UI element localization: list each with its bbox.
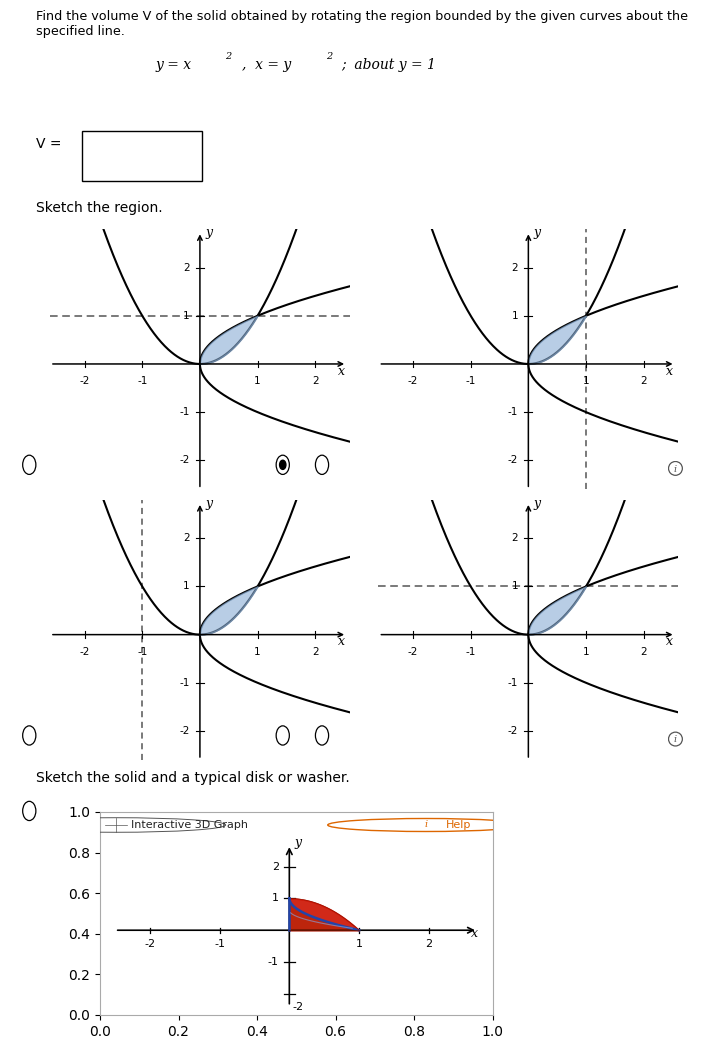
Text: 2: 2 [326, 52, 332, 60]
Text: Interactive 3D Graph: Interactive 3D Graph [131, 820, 248, 830]
Text: -1: -1 [466, 646, 476, 657]
Text: 2: 2 [640, 646, 647, 657]
Text: 1: 1 [183, 311, 189, 321]
Text: -1: -1 [137, 646, 147, 657]
Text: i: i [674, 735, 677, 744]
Text: -1: -1 [214, 939, 225, 949]
Text: V =: V = [36, 136, 61, 151]
Text: y: y [294, 836, 301, 848]
Text: -1: -1 [508, 407, 518, 417]
Text: x: x [666, 635, 673, 649]
Text: Sketch the solid and a typical disk or washer.: Sketch the solid and a typical disk or w… [36, 771, 349, 785]
Text: Help: Help [446, 820, 471, 830]
Text: y: y [533, 226, 540, 239]
Text: 1: 1 [583, 646, 589, 657]
Text: -2: -2 [179, 726, 189, 736]
Text: -2: -2 [508, 726, 518, 736]
Text: x: x [338, 635, 345, 649]
Text: -1: -1 [137, 376, 147, 386]
Text: 1: 1 [583, 376, 589, 386]
Text: 1: 1 [511, 311, 518, 321]
Text: 2: 2 [312, 376, 318, 386]
Text: y: y [205, 226, 212, 239]
FancyBboxPatch shape [82, 131, 201, 181]
Text: -2: -2 [292, 1001, 303, 1012]
Text: 1: 1 [254, 376, 261, 386]
Text: -2: -2 [179, 455, 189, 465]
Text: -2: -2 [408, 646, 418, 657]
Text: x: x [471, 928, 478, 940]
Text: -1: -1 [179, 407, 189, 417]
Text: Sketch the region.: Sketch the region. [36, 201, 162, 215]
Text: 2: 2 [312, 646, 318, 657]
Text: Find the volume V of the solid obtained by rotating the region bounded by the gi: Find the volume V of the solid obtained … [36, 10, 688, 39]
Text: -2: -2 [408, 376, 418, 386]
Text: 2: 2 [225, 52, 231, 60]
Text: x: x [666, 364, 673, 378]
Text: -2: -2 [144, 939, 155, 949]
Text: 2: 2 [272, 862, 279, 871]
Text: 2: 2 [640, 376, 647, 386]
Text: -1: -1 [466, 376, 476, 386]
Circle shape [280, 460, 286, 469]
Text: ;  about y = 1: ; about y = 1 [341, 58, 436, 72]
Text: 1: 1 [272, 893, 279, 904]
Text: -1: -1 [508, 678, 518, 688]
Text: i: i [674, 464, 677, 474]
Text: 2: 2 [426, 939, 433, 949]
Text: -2: -2 [79, 646, 90, 657]
Text: 1: 1 [356, 939, 363, 949]
Text: -1: -1 [268, 957, 279, 967]
Text: 2: 2 [183, 262, 189, 273]
Text: ,  x = y: , x = y [241, 58, 291, 72]
Text: 2: 2 [183, 533, 189, 543]
Text: x: x [338, 364, 345, 378]
Text: -2: -2 [79, 376, 90, 386]
Text: -1: -1 [179, 678, 189, 688]
Text: i: i [424, 820, 428, 830]
Text: 1: 1 [183, 582, 189, 591]
Text: 1: 1 [254, 646, 261, 657]
Text: 2: 2 [511, 533, 518, 543]
Text: y = x: y = x [155, 58, 191, 72]
Text: -2: -2 [508, 455, 518, 465]
Text: y: y [205, 497, 212, 510]
Text: 1: 1 [511, 582, 518, 591]
Text: 2: 2 [511, 262, 518, 273]
Text: y: y [533, 497, 540, 510]
